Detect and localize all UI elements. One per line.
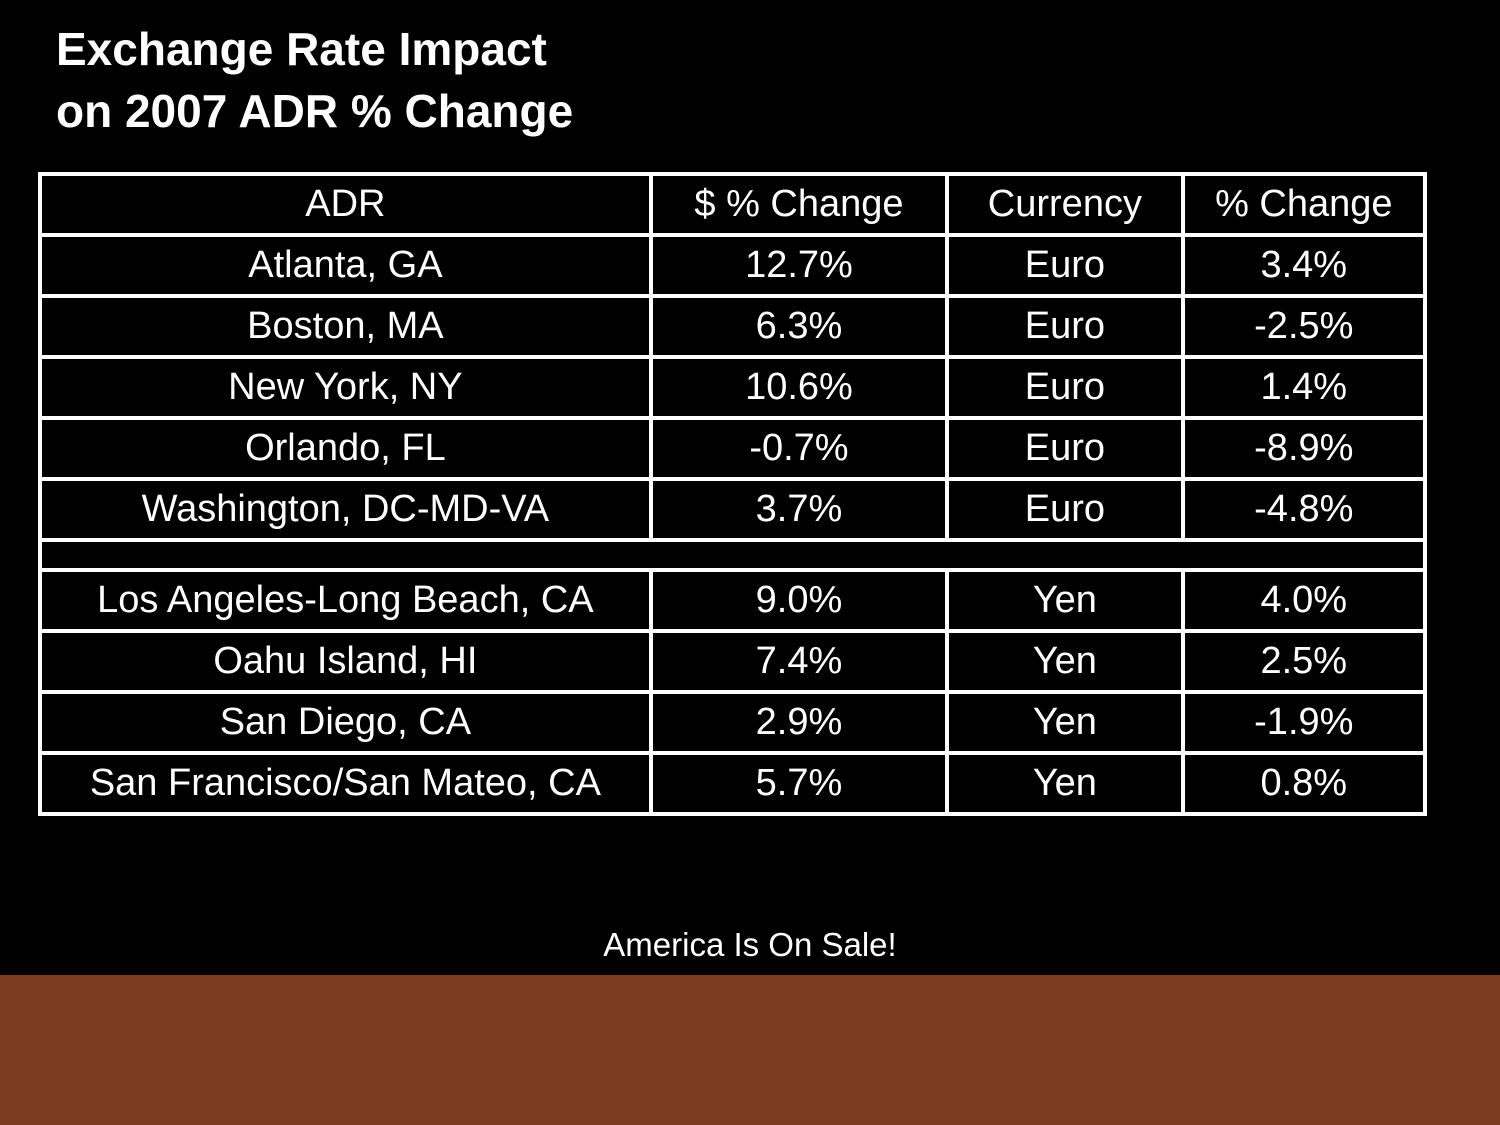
currency-cell: Euro [945, 294, 1185, 359]
currency-cell: Euro [945, 416, 1185, 481]
table-row: San Francisco/San Mateo, CA 5.7% Yen 0.8… [38, 751, 1428, 816]
table-row: Atlanta, GA 12.7% Euro 3.4% [38, 233, 1428, 298]
section-separator-cell [38, 538, 1427, 572]
market-cell: Los Angeles-Long Beach, CA [38, 568, 653, 633]
market-cell: San Diego, CA [38, 690, 653, 755]
table-row: Washington, DC-MD-VA 3.7% Euro -4.8% [38, 477, 1428, 542]
usd-change-cell: 6.3% [648, 294, 950, 359]
local-change-cell: 3.4% [1180, 233, 1428, 298]
usd-change-cell: -0.7% [648, 416, 950, 481]
local-change-cell: 0.8% [1180, 751, 1428, 816]
currency-cell: Euro [945, 355, 1185, 420]
local-change-cell: 1.4% [1180, 355, 1428, 420]
local-change-cell: -1.9% [1180, 690, 1428, 755]
table-row: Boston, MA 6.3% Euro -2.5% [38, 294, 1428, 359]
usd-change-cell: 9.0% [648, 568, 950, 633]
bottom-accent-band [0, 975, 1500, 1125]
column-header-currency: Currency [945, 172, 1185, 237]
currency-cell: Euro [945, 233, 1185, 298]
market-cell: Washington, DC-MD-VA [38, 477, 653, 542]
currency-cell: Yen [945, 690, 1185, 755]
table-row: New York, NY 10.6% Euro 1.4% [38, 355, 1428, 420]
section-separator-row [38, 538, 1427, 572]
market-cell: Oahu Island, HI [38, 629, 653, 694]
tagline: America Is On Sale! [603, 926, 897, 963]
usd-change-cell: 3.7% [648, 477, 950, 542]
column-header-adr: ADR [38, 172, 653, 237]
local-change-cell: -8.9% [1180, 416, 1428, 481]
usd-change-cell: 2.9% [648, 690, 950, 755]
local-change-cell: -2.5% [1180, 294, 1428, 359]
usd-change-cell: 5.7% [648, 751, 950, 816]
local-change-cell: 4.0% [1180, 568, 1428, 633]
column-header-usd-change: $ % Change [648, 172, 950, 237]
table-row: Los Angeles-Long Beach, CA 9.0% Yen 4.0% [38, 568, 1428, 633]
table-header-row: ADR $ % Change Currency % Change [38, 172, 1428, 237]
adr-exchange-table: ADR $ % Change Currency % Change Atlanta… [38, 172, 1428, 816]
local-change-cell: -4.8% [1180, 477, 1428, 542]
table-row: Orlando, FL -0.7% Euro -8.9% [38, 416, 1428, 481]
usd-change-cell: 10.6% [648, 355, 950, 420]
currency-cell: Yen [945, 751, 1185, 816]
slide-title-line2: on 2007 ADR % Change [56, 85, 574, 137]
market-cell: New York, NY [38, 355, 653, 420]
currency-cell: Yen [945, 629, 1185, 694]
usd-change-cell: 12.7% [648, 233, 950, 298]
currency-cell: Euro [945, 477, 1185, 542]
market-cell: Orlando, FL [38, 416, 653, 481]
column-header-local-change: % Change [1180, 172, 1428, 237]
slide-title: Exchange Rate Impact on 2007 ADR % Chang… [56, 18, 573, 142]
currency-cell: Yen [945, 568, 1185, 633]
slide-title-line1: Exchange Rate Impact [56, 23, 547, 75]
usd-change-cell: 7.4% [648, 629, 950, 694]
local-change-cell: 2.5% [1180, 629, 1428, 694]
market-cell: Boston, MA [38, 294, 653, 359]
table-row: San Diego, CA 2.9% Yen -1.9% [38, 690, 1428, 755]
table-row: Oahu Island, HI 7.4% Yen 2.5% [38, 629, 1428, 694]
market-cell: San Francisco/San Mateo, CA [38, 751, 653, 816]
market-cell: Atlanta, GA [38, 233, 653, 298]
